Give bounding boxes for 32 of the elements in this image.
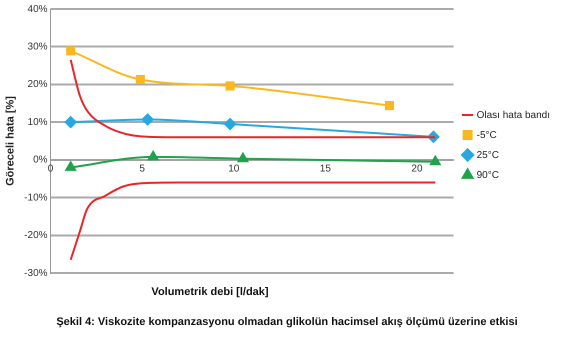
point <box>136 74 145 84</box>
y-tick-label: 0% <box>33 154 48 166</box>
y-tick-label: -10% <box>24 192 48 204</box>
y-tick-label: -20% <box>24 230 48 242</box>
y-tick-label: 40% <box>28 4 48 15</box>
legend-label: 90°C <box>476 170 499 181</box>
legend-label: 25°C <box>476 150 499 161</box>
y-tick-label: -30% <box>24 268 48 279</box>
legend-label: Olası hata bandı <box>476 110 550 121</box>
point <box>226 81 235 90</box>
point <box>148 150 158 160</box>
point <box>238 152 248 162</box>
x-tick-label: 20 <box>411 164 423 175</box>
x-tick-label: 15 <box>320 164 332 175</box>
point <box>224 118 236 130</box>
point <box>384 101 394 110</box>
y-tick-label: 10% <box>28 116 48 128</box>
point <box>66 46 76 56</box>
x-tick-label: 5 <box>139 164 146 175</box>
y-tick-label: 20% <box>28 79 48 90</box>
legend-label: -5°C <box>476 130 497 141</box>
point <box>430 156 441 166</box>
x-tick-label: 0 <box>48 164 54 175</box>
x-tick-label: 10 <box>228 164 240 175</box>
text: Şekil 4: Viskozite kompanzasyonu olmadan glikolün hacimsel akış ölçümü üzerine etkisi <box>55 316 519 328</box>
y-axis-title: Göreceli hata [%] <box>4 96 17 186</box>
point <box>142 114 154 126</box>
line-series <box>70 181 436 261</box>
x-axis-title: Volumetrik debi [l/dak] <box>150 286 270 298</box>
y-tick-label: 30% <box>28 41 48 52</box>
point <box>64 116 77 128</box>
point <box>65 161 76 171</box>
